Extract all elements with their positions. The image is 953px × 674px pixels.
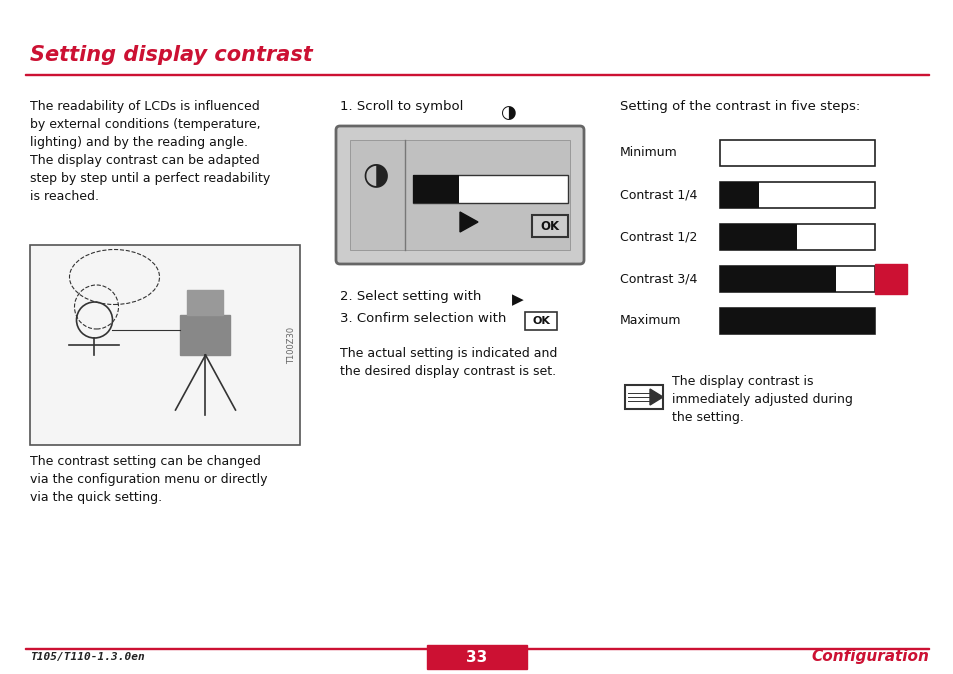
Bar [413, 175, 567, 203]
Text: OK: OK [539, 220, 559, 233]
Text: Minimum: Minimum [619, 146, 677, 160]
Text: 33: 33 [466, 650, 487, 665]
Bar [25, 648, 928, 649]
Text: The readability of LCDs is influenced
by external conditions (temperature,
light: The readability of LCDs is influenced by… [30, 100, 270, 203]
Text: Contrast 1/2: Contrast 1/2 [619, 231, 697, 243]
Text: ◑: ◑ [361, 160, 388, 189]
Polygon shape [649, 389, 662, 405]
Text: T105/T110-1.3.0en: T105/T110-1.3.0en [30, 652, 145, 662]
Text: OK: OK [532, 316, 549, 326]
Text: The actual setting is indicated and
the desired display contrast is set.: The actual setting is indicated and the … [339, 347, 557, 378]
Bar [720, 140, 874, 166]
Text: The contrast setting can be changed
via the configuration menu or directly
via t: The contrast setting can be changed via … [30, 455, 267, 504]
Text: Contrast 3/4: Contrast 3/4 [619, 272, 697, 286]
Bar [720, 224, 797, 250]
FancyBboxPatch shape [335, 126, 583, 264]
Text: 2. Select setting with: 2. Select setting with [339, 290, 481, 303]
Text: Maximum: Maximum [619, 315, 680, 328]
Text: 1. Scroll to symbol: 1. Scroll to symbol [339, 100, 463, 113]
Bar [350, 140, 569, 250]
Text: Setting display contrast: Setting display contrast [30, 45, 313, 65]
Bar [720, 266, 836, 292]
Text: ▶: ▶ [512, 292, 523, 307]
Bar [720, 308, 874, 334]
Bar [30, 245, 299, 445]
Text: T100Z30: T100Z30 [287, 326, 296, 363]
Polygon shape [459, 212, 477, 232]
Bar [624, 385, 662, 409]
Text: The display contrast is
immediately adjusted during
the setting.: The display contrast is immediately adju… [671, 375, 852, 424]
Bar [188, 290, 223, 315]
Text: Configuration: Configuration [810, 650, 928, 665]
Bar [427, 645, 526, 669]
Bar [720, 266, 874, 292]
Bar [180, 315, 231, 355]
Text: 3. Confirm selection with: 3. Confirm selection with [339, 312, 506, 325]
Bar [524, 312, 557, 330]
Bar [413, 175, 459, 203]
Bar [720, 182, 874, 208]
Bar [532, 215, 567, 237]
Bar [720, 182, 758, 208]
Bar [25, 73, 928, 75]
Text: Setting of the contrast in five steps:: Setting of the contrast in five steps: [619, 100, 860, 113]
Text: Contrast 1/4: Contrast 1/4 [619, 189, 697, 202]
Bar [874, 264, 906, 294]
Bar [720, 308, 874, 334]
Bar [720, 224, 874, 250]
Text: ◑: ◑ [499, 104, 516, 122]
